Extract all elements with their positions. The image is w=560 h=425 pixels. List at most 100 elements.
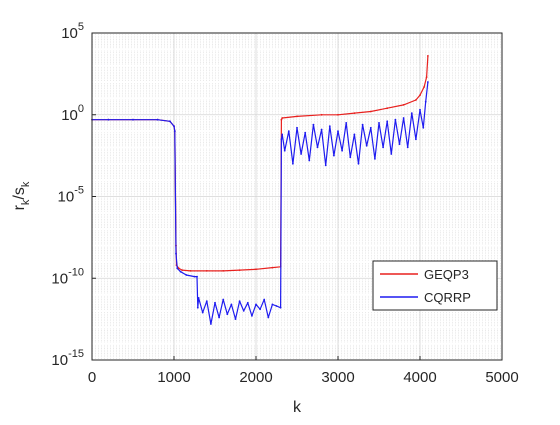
data-point-cqrrp [185, 274, 188, 276]
data-point-geqp3 [423, 86, 425, 88]
data-point-cqrrp [205, 300, 208, 302]
data-point-cqrrp [415, 138, 417, 141]
y-tick-exponent: -15 [68, 348, 84, 360]
data-point-cqrrp [263, 298, 266, 301]
y-label-r: r [11, 204, 28, 210]
data-point-cqrrp [169, 120, 171, 123]
data-point-geqp3 [238, 269, 241, 271]
data-point-cqrrp [210, 323, 212, 325]
x-axis-ticks: 0 1000 2000 3000 4000 5000 [88, 356, 519, 386]
data-point-cqrrp [222, 298, 225, 301]
data-point-cqrrp [365, 144, 368, 147]
data-point-geqp3 [337, 113, 339, 116]
data-point-cqrrp [337, 130, 339, 133]
data-point-geqp3 [427, 55, 429, 57]
y-label-r-sub: k [20, 199, 32, 205]
data-point-cqrrp [173, 130, 176, 133]
data-point-geqp3 [353, 112, 356, 114]
y-label-s-sub: k [20, 181, 32, 187]
data-point-cqrrp [197, 297, 200, 299]
data-point-cqrrp [333, 154, 335, 157]
data-point-cqrrp [175, 252, 177, 255]
data-point-cqrrp [234, 318, 237, 320]
data-point-cqrrp [398, 143, 401, 146]
data-point-geqp3 [205, 270, 208, 272]
y-tick-base: 10 [51, 352, 68, 369]
minor-grid [92, 34, 502, 359]
data-point-cqrrp [173, 125, 175, 128]
data-point-cqrrp [422, 126, 425, 129]
data-point-cqrrp [259, 308, 261, 311]
data-point-cqrrp [193, 275, 196, 278]
y-axis-label: rk/sk [11, 181, 32, 210]
data-point-cqrrp [292, 162, 294, 165]
data-point-cqrrp [196, 275, 198, 278]
y-tick-label: 10-5 [58, 185, 84, 206]
data-point-cqrrp [275, 305, 278, 307]
legend-box [372, 260, 498, 311]
data-point-cqrrp [279, 306, 282, 309]
data-point-cqrrp [349, 156, 352, 159]
x-tick-label: 2000 [239, 369, 272, 386]
y-tick-label: 10-10 [51, 266, 84, 287]
data-point-cqrrp [353, 133, 356, 136]
legend: GEQP3 CQRRP [372, 260, 498, 311]
data-point-cqrrp [218, 316, 221, 319]
data-point-geqp3 [419, 94, 421, 96]
legend-label-cqrrp: CQRRP [424, 290, 471, 305]
series-line-cqrrp [92, 81, 429, 325]
data-point-cqrrp [280, 138, 283, 141]
x-tick-label: 3000 [321, 369, 354, 386]
data-point-cqrrp [328, 125, 331, 128]
data-point-cqrrp [406, 146, 409, 149]
legend-label-geqp3: GEQP3 [424, 267, 469, 282]
data-point-cqrrp [390, 153, 393, 155]
data-point-cqrrp [156, 118, 159, 121]
data-point-cqrrp [214, 301, 216, 304]
data-point-cqrrp [369, 126, 372, 129]
y-label-sep: /s [11, 187, 28, 199]
data-point-cqrrp [374, 158, 376, 160]
data-point-cqrrp [402, 117, 405, 119]
data-point-geqp3 [386, 107, 389, 110]
data-point-cqrrp [312, 123, 315, 126]
data-point-cqrrp [255, 303, 257, 306]
data-point-cqrrp [386, 120, 389, 123]
data-point-cqrrp [226, 313, 229, 316]
y-tick-base: 10 [61, 107, 78, 124]
data-point-cqrrp [267, 316, 270, 319]
data-point-geqp3 [415, 99, 417, 101]
data-point-cqrrp [361, 123, 364, 126]
data-point-geqp3 [402, 104, 405, 106]
data-point-cqrrp [341, 149, 343, 152]
data-point-geqp3 [271, 266, 274, 269]
y-tick-base: 10 [58, 189, 75, 206]
data-point-cqrrp [251, 315, 253, 317]
data-point-cqrrp [132, 118, 134, 121]
data-point-cqrrp [281, 133, 284, 136]
x-tick-label: 1000 [157, 369, 190, 386]
x-tick-label: 5000 [485, 369, 518, 386]
data-point-geqp3 [296, 115, 298, 118]
data-point-geqp3 [280, 118, 283, 121]
series-layer [91, 55, 429, 325]
y-tick-exponent: 0 [78, 103, 84, 115]
x-axis-label: k [293, 399, 302, 416]
data-point-cqrrp [378, 122, 380, 124]
data-point-cqrrp [271, 303, 274, 306]
data-point-geqp3 [181, 269, 184, 271]
data-point-cqrrp [201, 311, 204, 314]
y-tick-exponent: -5 [74, 185, 84, 197]
y-tick-exponent: 5 [78, 21, 84, 33]
data-point-cqrrp [287, 130, 290, 133]
data-point-cqrrp [308, 159, 311, 162]
data-point-geqp3 [425, 76, 428, 78]
data-point-geqp3 [369, 110, 372, 113]
data-point-cqrrp [196, 306, 199, 309]
data-point-cqrrp [176, 267, 179, 270]
data-point-cqrrp [410, 112, 413, 114]
data-point-cqrrp [179, 270, 182, 273]
